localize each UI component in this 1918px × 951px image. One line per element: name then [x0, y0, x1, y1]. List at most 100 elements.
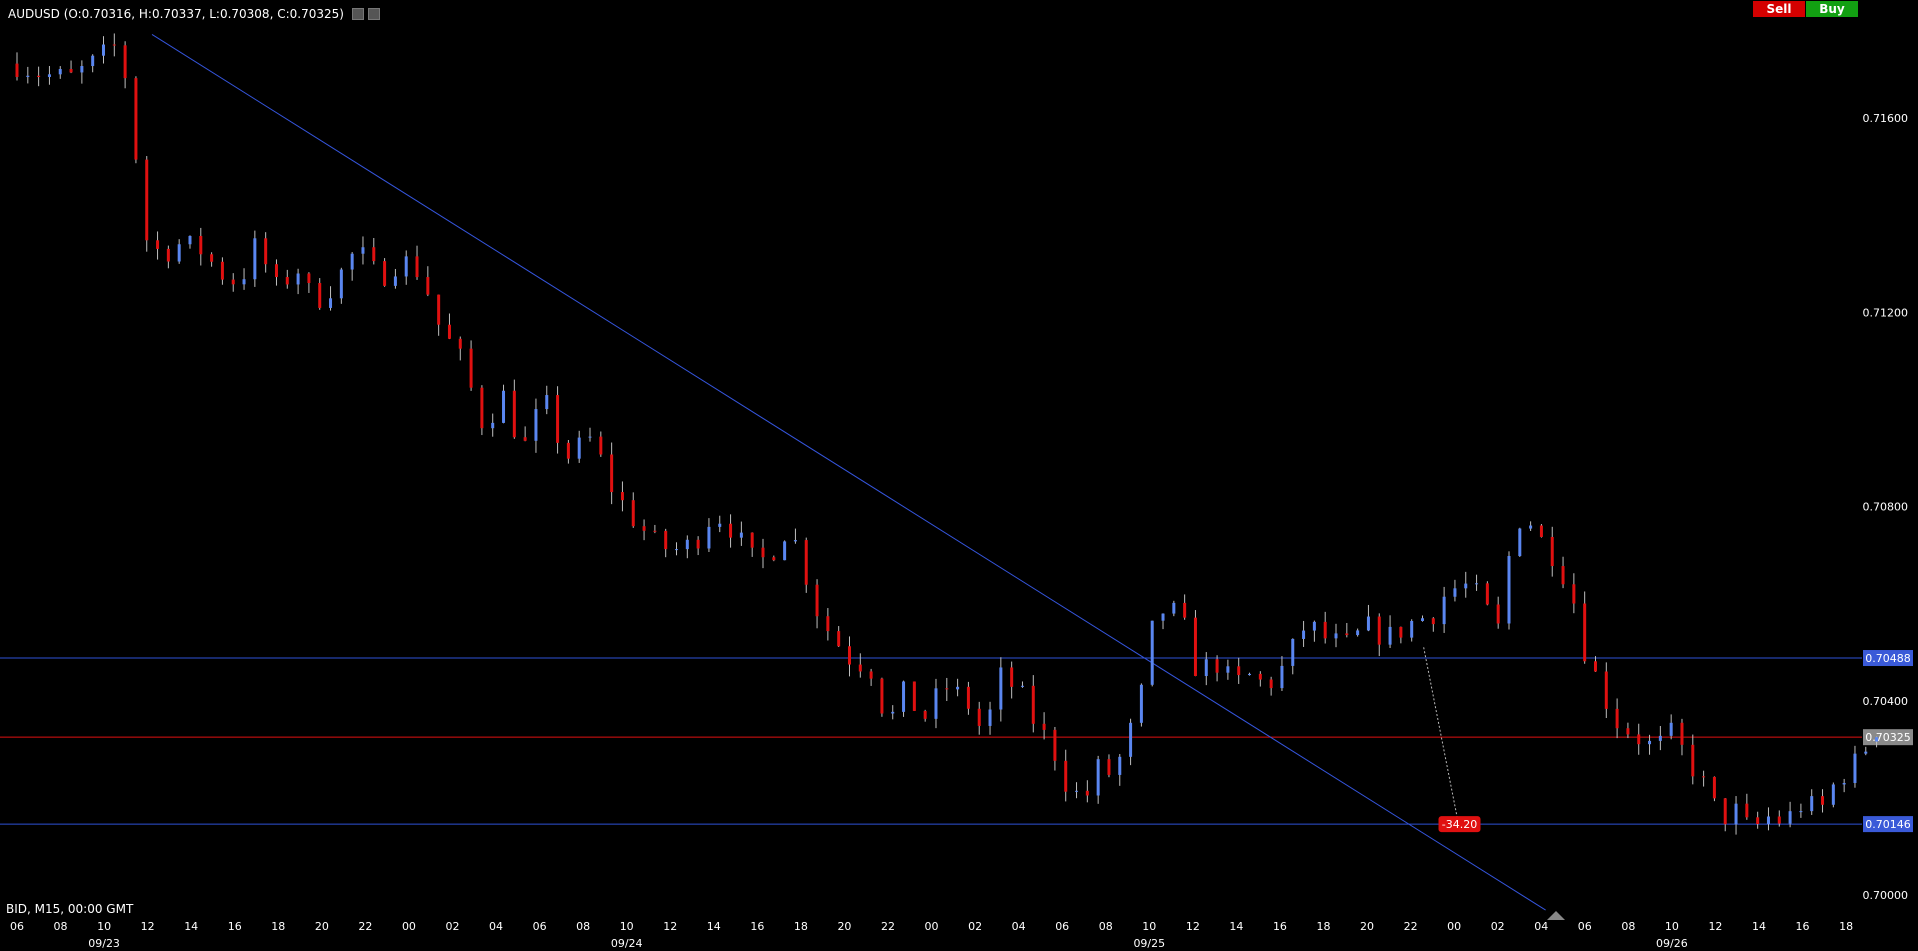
candle-body — [1388, 626, 1392, 645]
candle-body — [880, 678, 884, 714]
candle-body — [415, 256, 419, 278]
x-tick-label: 20 — [1360, 920, 1374, 933]
candle-body — [1821, 796, 1825, 805]
symbol-ohlc-text: AUDUSD (O:0.70316, H:0.70337, L:0.70308,… — [8, 7, 344, 21]
pl-label-box — [1438, 816, 1481, 833]
candle-body — [739, 532, 743, 538]
x-tick-label: 06 — [1055, 920, 1069, 933]
x-tick-label: 14 — [1229, 920, 1243, 933]
candle-body — [934, 688, 938, 719]
candle-body — [685, 539, 689, 550]
candle-body — [1691, 744, 1695, 777]
candle-body — [1042, 723, 1046, 730]
candle-body — [902, 681, 906, 712]
candle-body — [750, 532, 754, 548]
candle-body — [361, 247, 365, 254]
sell-button[interactable]: Sell — [1753, 1, 1805, 17]
candle-body — [1485, 583, 1489, 605]
candle-body — [1507, 556, 1511, 624]
price-label-box — [1863, 816, 1913, 833]
candle-body — [91, 55, 95, 67]
candle-body — [1853, 753, 1857, 783]
candle-body — [404, 256, 408, 277]
candle-body — [718, 523, 722, 527]
candle-body — [1788, 811, 1792, 824]
candle-body — [1604, 671, 1608, 709]
candle-body — [1215, 659, 1219, 673]
candle-body — [1107, 759, 1111, 775]
candle-body — [145, 159, 149, 241]
candle-body — [837, 631, 841, 647]
candle-body — [1172, 602, 1176, 614]
candle-body — [1777, 816, 1781, 824]
x-tick-label: 06 — [1578, 920, 1592, 933]
candle-body — [134, 78, 138, 160]
candle-body — [274, 264, 278, 278]
candle-body — [1529, 525, 1533, 529]
candle-body — [15, 63, 19, 77]
candle-body — [1475, 583, 1479, 585]
candle-body — [372, 247, 376, 262]
candle-body — [729, 523, 733, 538]
x-tick-label: 16 — [1796, 920, 1810, 933]
chart-options-icon[interactable] — [367, 8, 380, 20]
x-tick-label: 14 — [184, 920, 198, 933]
x-tick-label: 20 — [837, 920, 851, 933]
x-tick-label: 00 — [402, 920, 416, 933]
candle-body — [988, 709, 992, 726]
candle-body — [793, 540, 797, 542]
candle-body — [1864, 751, 1868, 754]
candle-body — [556, 395, 560, 443]
candle-body — [1734, 803, 1738, 825]
candle-body — [1810, 796, 1814, 812]
chart-header: AUDUSD (O:0.70316, H:0.70337, L:0.70308,… — [8, 7, 380, 21]
candle-body — [220, 261, 224, 280]
candle-body — [675, 549, 679, 551]
x-tick-label: 04 — [489, 920, 503, 933]
price-label-box — [1863, 650, 1913, 667]
candle-body — [707, 526, 711, 549]
buy-button[interactable]: Buy — [1806, 1, 1858, 17]
candle-body — [1658, 735, 1662, 741]
chart-settings-icon[interactable] — [351, 8, 364, 20]
candle-body — [599, 436, 603, 455]
x-tick-label: 12 — [1186, 920, 1200, 933]
chart-info-footer: BID, M15, 00:00 GMT — [6, 902, 134, 916]
candle-body — [242, 279, 246, 285]
candle-body — [945, 688, 949, 690]
candle-body — [577, 437, 581, 459]
candle-body — [512, 390, 516, 438]
x-tick-label: 10 — [1142, 920, 1156, 933]
candle-body — [264, 238, 268, 265]
candle-body — [912, 681, 916, 711]
candle-body — [1431, 618, 1435, 625]
candle-body — [1193, 617, 1197, 677]
candle-body — [1096, 759, 1100, 796]
candle-body — [469, 348, 473, 388]
candle-body — [188, 235, 192, 245]
candle-body — [783, 541, 787, 561]
candle-body — [1593, 661, 1597, 672]
candle-body — [458, 338, 462, 349]
candle-body — [1139, 684, 1143, 723]
candle-body — [47, 74, 51, 78]
candle-body — [858, 664, 862, 672]
candle-body — [545, 395, 549, 410]
candle-body — [1702, 776, 1706, 778]
y-tick-label: 0.71200 — [1863, 306, 1909, 319]
candle-body — [1723, 798, 1727, 825]
candle-body — [1312, 621, 1316, 631]
candle-body — [664, 530, 668, 550]
candle-body — [1669, 722, 1673, 736]
candle-body — [847, 646, 851, 665]
candle-body — [307, 273, 311, 284]
candle-body — [534, 409, 538, 441]
candle-body — [393, 276, 397, 286]
candle-body — [296, 273, 300, 285]
candle-body — [80, 66, 84, 73]
x-date-label: 09/24 — [611, 937, 643, 950]
candle-body — [1831, 784, 1835, 805]
price-label: 0.70146 — [1865, 818, 1911, 831]
candle-body — [1799, 811, 1803, 813]
